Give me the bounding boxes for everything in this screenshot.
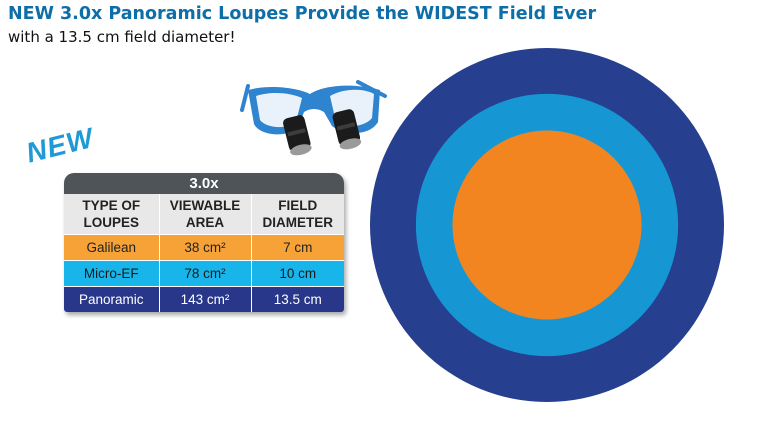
loupe-glasses-icon xyxy=(240,80,387,156)
cell-area: 38 cm² xyxy=(159,234,252,261)
table-title: 3.0x xyxy=(64,173,344,194)
cell-type: Galilean xyxy=(64,234,160,261)
cell-diameter: 10 cm xyxy=(251,260,344,287)
cell-diameter: 7 cm xyxy=(251,234,344,261)
header-field-diameter: FIELD DIAMETER xyxy=(251,194,344,235)
table-row-panoramic: Panoramic 143 cm² 13.5 cm xyxy=(64,286,344,312)
subheadline: with a 13.5 cm field diameter! xyxy=(8,28,236,46)
table-row-micro-ef: Micro-EF 78 cm² 10 cm xyxy=(64,260,344,287)
cell-type: Panoramic xyxy=(64,286,160,312)
cell-type: Micro-EF xyxy=(64,260,160,287)
comparison-grid: TYPE OF LOUPES VIEWABLE AREA FIELD DIAMETER… xyxy=(64,194,344,312)
galilean-field-circle xyxy=(452,130,642,320)
new-badge: NEW xyxy=(23,121,97,169)
table-row-galilean: Galilean 38 cm² 7 cm xyxy=(64,234,344,261)
headline: NEW 3.0x Panoramic Loupes Provide the WI… xyxy=(8,4,597,24)
loupe-comparison-table: 3.0x TYPE OF LOUPES VIEWABLE AREA FIELD DIA… xyxy=(64,173,344,312)
header-type-of-loupes: TYPE OF LOUPES xyxy=(64,194,160,235)
field-of-view-target xyxy=(370,48,724,402)
table-header-row: TYPE OF LOUPES VIEWABLE AREA FIELD DIAMETER xyxy=(64,194,344,235)
cell-area: 143 cm² xyxy=(159,286,252,312)
header-viewable-area: VIEWABLE AREA xyxy=(159,194,252,235)
cell-area: 78 cm² xyxy=(159,260,252,287)
cell-diameter: 13.5 cm xyxy=(251,286,344,312)
